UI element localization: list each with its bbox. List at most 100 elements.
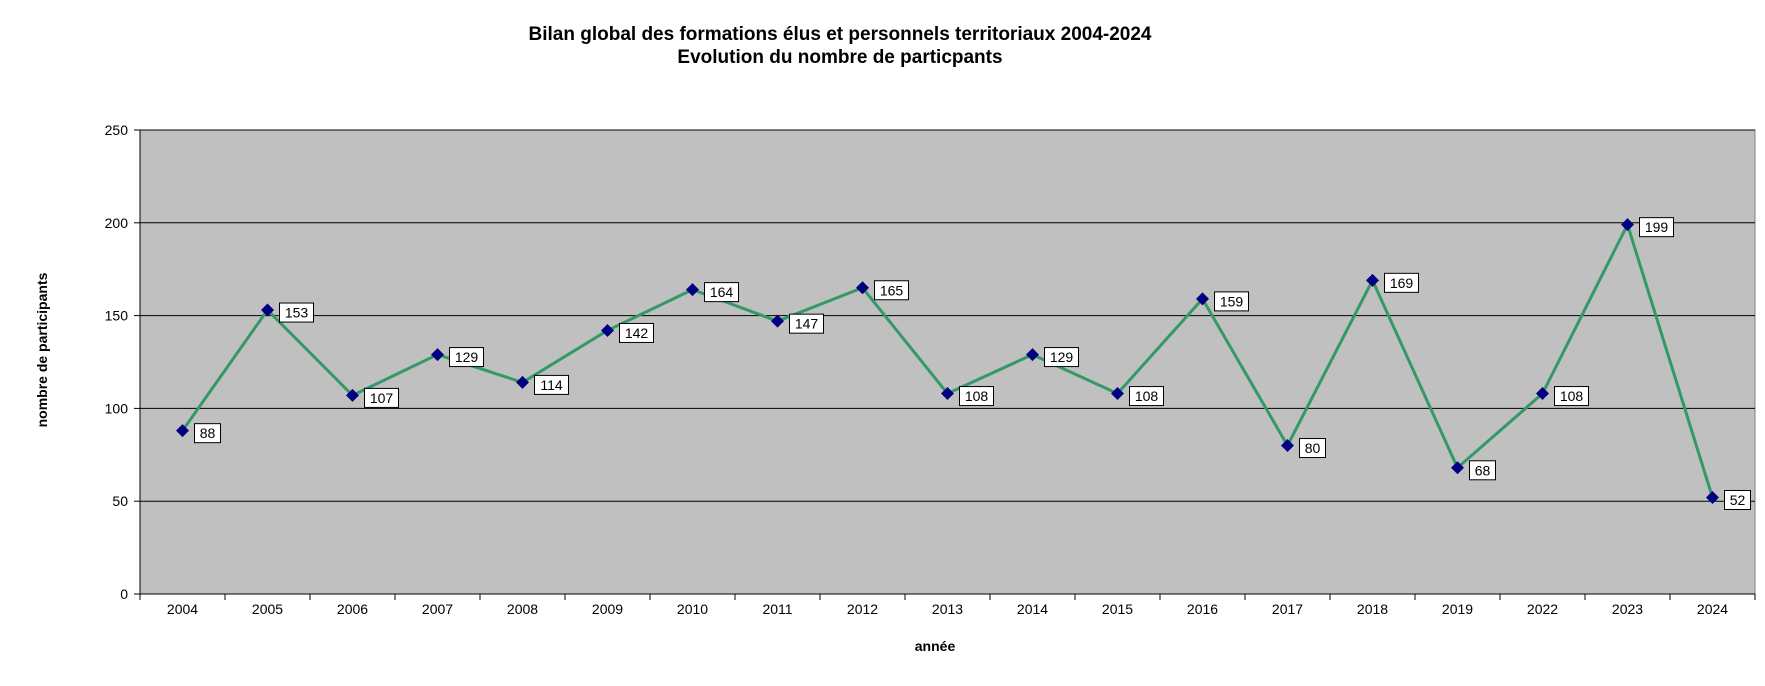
data-point [941,387,954,401]
data-label: 199 [1639,217,1674,238]
data-label-box [279,302,314,323]
x-tick-label: 2010 [677,601,708,617]
x-tick-label: 2023 [1612,601,1643,617]
data-label-box [1129,386,1164,407]
x-tick-label: 2019 [1442,601,1473,617]
plot-area [139,129,1756,595]
y-tick-label: 200 [105,215,129,231]
data-point [431,348,444,362]
data-label-value: 68 [1475,462,1491,478]
data-label-value: 169 [1390,275,1414,291]
series-layer [176,218,1719,504]
data-point [771,314,784,328]
data-label-box [1469,460,1496,481]
data-point [601,323,614,337]
data-label-value: 80 [1305,440,1321,456]
data-point [1706,490,1719,504]
data-point [516,375,529,389]
data-label-value: 164 [710,284,734,300]
data-label-value: 129 [455,349,479,365]
data-label: 129 [449,347,484,368]
x-tick-label: 2018 [1357,601,1388,617]
data-label-value: 159 [1220,293,1244,309]
x-tick-label: 2017 [1272,601,1303,617]
data-label: 114 [534,374,569,395]
data-label-value: 153 [285,305,309,321]
data-point [1536,387,1549,401]
data-label-box [959,386,994,407]
data-labels: 88 153 107 129 114 142 164 147 165 108 129 108 159 80… [194,217,1751,510]
data-label: 88 [194,423,221,444]
data-label-box [364,387,399,408]
data-label-box [449,347,484,368]
data-label: 52 [1724,489,1751,510]
y-tick-label: 50 [112,493,128,509]
data-point [1366,273,1379,287]
data-label-box [1214,291,1249,312]
data-label-box [789,313,824,334]
chart-title: Bilan global des formations élus et pers… [529,24,1152,45]
data-label-box [1299,438,1326,459]
data-label-box [1044,347,1079,368]
data-label-value: 147 [795,316,819,332]
data-label-value: 129 [1050,349,1074,365]
data-point [346,388,359,402]
data-label: 107 [364,387,399,408]
x-tick-label: 2009 [592,601,623,617]
x-axis-title: année [915,638,956,654]
data-label: 80 [1299,438,1326,459]
x-tick-label: 2014 [1017,601,1048,617]
x-tick-label: 2008 [507,601,538,617]
data-point [1111,387,1124,401]
data-label-box [619,322,654,343]
data-label: 153 [279,302,314,323]
data-label: 108 [959,386,994,407]
x-tick-label: 2016 [1187,601,1218,617]
data-label: 68 [1469,460,1496,481]
data-label: 108 [1129,386,1164,407]
data-label-value: 199 [1645,219,1669,235]
x-tick-label: 2013 [932,601,963,617]
data-label: 169 [1384,272,1419,293]
x-tick-label: 2012 [847,601,878,617]
data-point [856,281,869,295]
data-label-box [1554,386,1589,407]
data-point [1281,439,1294,453]
data-point [1196,292,1209,306]
x-tick-label: 2011 [762,601,792,617]
y-tick-label: 250 [105,122,129,138]
gridlines [140,129,1755,502]
data-label-box [194,423,221,444]
data-label: 164 [704,282,739,303]
data-point [261,303,274,317]
x-tick-label: 2005 [252,601,283,617]
data-label-value: 52 [1730,492,1746,508]
data-label-value: 108 [1135,388,1159,404]
y-tick-label: 0 [120,586,128,602]
chart-subtitle: Evolution du nombre de particpants [677,47,1002,68]
data-label: 142 [619,322,654,343]
data-label-value: 114 [540,377,563,393]
x-tick-label: 2004 [167,601,198,617]
x-tick-label: 2015 [1102,601,1133,617]
data-label: 147 [789,313,824,334]
data-point [686,283,699,297]
y-tick-label: 100 [105,400,129,416]
data-label-value: 88 [200,425,216,441]
x-tick-label: 2022 [1527,601,1558,617]
data-label-value: 107 [370,390,394,406]
data-label: 108 [1554,386,1589,407]
data-point [176,424,189,438]
data-label-value: 165 [880,282,904,298]
x-tick-label: 2007 [422,601,453,617]
data-label-box [1639,217,1674,238]
data-label-box [1724,489,1751,510]
data-point [1451,461,1464,475]
data-point [1026,348,1039,362]
axes: 0 50 100 150 200 250 2004 2005 2006 2007 2008 2009 2… [105,122,1756,617]
data-label-box [1384,272,1419,293]
x-tick-label: 2024 [1697,601,1728,617]
data-label-box [704,282,739,303]
x-tick-label: 2006 [337,601,368,617]
